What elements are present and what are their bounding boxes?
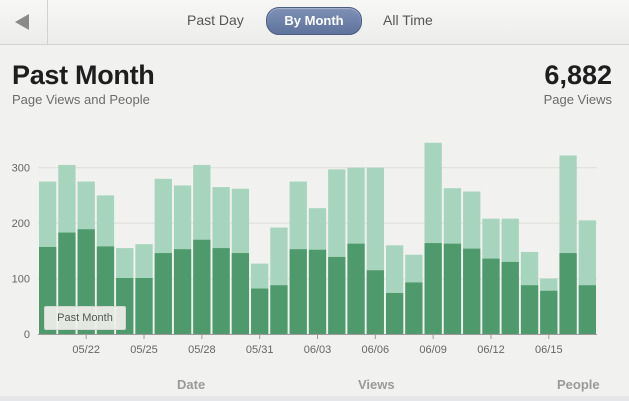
people-bar — [385, 292, 404, 334]
x-tick-label: 06/12 — [477, 344, 505, 356]
page-title: Past Month — [12, 60, 155, 90]
people-bar — [520, 285, 539, 334]
top-toolbar: Past Day By Month All Time — [0, 0, 629, 45]
x-tick-label: 06/09 — [419, 344, 447, 356]
people-bar — [559, 253, 577, 334]
tab-past-day[interactable]: Past Day — [187, 12, 244, 28]
x-tick-label: 05/25 — [130, 344, 158, 356]
column-date[interactable]: Date — [177, 377, 206, 392]
y-tick-label: 100 — [12, 274, 30, 286]
legend-past-month-button[interactable]: Past Month — [44, 306, 126, 330]
people-bar — [212, 248, 230, 334]
people-bar — [154, 253, 172, 334]
people-bar — [463, 248, 481, 334]
people-bar — [251, 288, 269, 334]
x-tick-label: 06/03 — [304, 344, 332, 356]
y-tick-label: 300 — [12, 163, 30, 175]
people-bar — [173, 249, 192, 334]
people-bar — [328, 256, 346, 334]
x-tick-label: 05/31 — [246, 344, 274, 356]
people-bar — [193, 239, 211, 334]
tab-by-month[interactable]: By Month — [266, 7, 362, 35]
people-bar — [135, 278, 153, 334]
people-bar — [270, 285, 288, 334]
people-bar — [443, 243, 462, 334]
back-button[interactable] — [0, 0, 48, 44]
column-views[interactable]: Views — [358, 377, 395, 392]
x-tick-label: 06/06 — [362, 344, 390, 356]
people-bar — [289, 249, 307, 334]
people-bar — [347, 243, 365, 334]
y-tick-label: 0 — [24, 329, 30, 341]
page-subtitle: Page Views and People — [12, 92, 150, 107]
back-arrow-icon — [15, 14, 29, 30]
people-bar — [231, 253, 250, 334]
y-tick-label: 200 — [12, 218, 30, 230]
people-bar — [482, 258, 500, 334]
people-bar — [366, 270, 384, 334]
x-tick-label: 05/28 — [188, 344, 216, 356]
people-bar — [424, 243, 442, 334]
people-bar — [578, 285, 596, 334]
people-bar — [501, 261, 519, 334]
column-people[interactable]: People — [557, 377, 600, 392]
people-bar — [540, 290, 558, 334]
total-label: Page Views — [543, 92, 612, 107]
total-page-views: 6,882 — [544, 60, 612, 90]
people-bar — [308, 249, 327, 334]
x-tick-label: 06/15 — [535, 344, 563, 356]
x-tick-label: 05/22 — [72, 344, 100, 356]
table-divider — [0, 396, 629, 401]
tab-all-time[interactable]: All Time — [383, 12, 433, 28]
people-bar — [405, 282, 423, 334]
